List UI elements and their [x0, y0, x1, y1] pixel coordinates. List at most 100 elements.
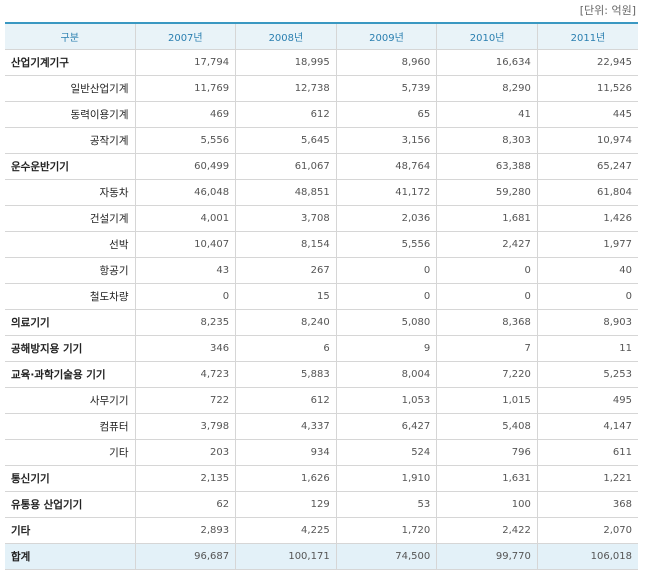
table-row: 교육·과학기술용 기기 4,723 5,883 8,004 7,220 5,253 [5, 361, 638, 388]
value-cell: 3,798 [135, 413, 237, 440]
value-cell: 129 [235, 491, 337, 518]
value-cell: 495 [537, 387, 638, 414]
value-cell: 8,303 [436, 127, 538, 154]
value-cell: 8,004 [336, 361, 438, 388]
value-cell: 796 [436, 439, 538, 466]
value-cell: 4,337 [235, 413, 337, 440]
value-cell: 106,018 [537, 543, 638, 570]
value-cell: 1,426 [537, 205, 638, 232]
value-cell: 1,626 [235, 465, 337, 492]
value-cell: 100 [436, 491, 538, 518]
value-cell: 5,408 [436, 413, 538, 440]
value-cell: 1,681 [436, 205, 538, 232]
value-cell: 1,221 [537, 465, 638, 492]
row-label: 자동차 [5, 179, 136, 206]
value-cell: 8,154 [235, 231, 337, 258]
value-cell: 6 [235, 335, 337, 362]
value-cell: 1,631 [436, 465, 538, 492]
table-row: 통신기기 2,135 1,626 1,910 1,631 1,221 [5, 465, 638, 492]
value-cell: 53 [336, 491, 438, 518]
value-cell: 99,770 [436, 543, 538, 570]
value-cell: 96,687 [135, 543, 237, 570]
value-cell: 41,172 [336, 179, 438, 206]
value-cell: 8,235 [135, 309, 237, 336]
value-cell: 8,960 [336, 49, 438, 76]
table-row: 자동차 46,048 48,851 41,172 59,280 61,804 [5, 179, 638, 206]
table-row: 기타 2,893 4,225 1,720 2,422 2,070 [5, 517, 638, 544]
row-label: 항공기 [5, 257, 136, 284]
value-cell: 61,804 [537, 179, 638, 206]
row-label: 교육·과학기술용 기기 [5, 361, 136, 388]
row-label: 건설기계 [5, 205, 136, 232]
value-cell: 1,015 [436, 387, 538, 414]
value-cell: 524 [336, 439, 438, 466]
value-cell: 4,225 [235, 517, 337, 544]
value-cell: 2,427 [436, 231, 538, 258]
table-row: 철도차량 0 15 0 0 0 [5, 283, 638, 310]
value-cell: 74,500 [336, 543, 438, 570]
value-cell: 5,556 [336, 231, 438, 258]
header-category: 구분 [5, 23, 136, 50]
value-cell: 3,156 [336, 127, 438, 154]
unit-label: [단위: 억원] [579, 4, 636, 17]
value-cell: 41 [436, 101, 538, 128]
value-cell: 1,910 [336, 465, 438, 492]
value-cell: 445 [537, 101, 638, 128]
value-cell: 1,977 [537, 231, 638, 258]
value-cell: 6,427 [336, 413, 438, 440]
header-year: 2009년 [336, 23, 438, 50]
value-cell: 4,723 [135, 361, 237, 388]
value-cell: 8,290 [436, 75, 538, 102]
row-label: 의료기기 [5, 309, 136, 336]
value-cell: 0 [436, 257, 538, 284]
value-cell: 63,388 [436, 153, 538, 180]
table-row: 공해방지용 기기 346 6 9 7 11 [5, 335, 638, 362]
value-cell: 100,171 [235, 543, 337, 570]
value-cell: 611 [537, 439, 638, 466]
value-cell: 11,526 [537, 75, 638, 102]
value-cell: 5,253 [537, 361, 638, 388]
value-cell: 0 [336, 283, 438, 310]
value-cell: 8,368 [436, 309, 538, 336]
table-row: 산업기계기구 17,794 18,995 8,960 16,634 22,945 [5, 49, 638, 76]
table-row: 공작기계 5,556 5,645 3,156 8,303 10,974 [5, 127, 638, 154]
row-label: 운수운반기기 [5, 153, 136, 180]
value-cell: 203 [135, 439, 237, 466]
value-cell: 5,556 [135, 127, 237, 154]
table-row: 기타 203 934 524 796 611 [5, 439, 638, 466]
value-cell: 10,974 [537, 127, 638, 154]
value-cell: 2,893 [135, 517, 237, 544]
value-cell: 7 [436, 335, 538, 362]
table-row: 유통용 산업기기 62 129 53 100 368 [5, 491, 638, 518]
value-cell: 43 [135, 257, 237, 284]
header-year: 2007년 [135, 23, 237, 50]
value-cell: 17,794 [135, 49, 237, 76]
table-row: 선박 10,407 8,154 5,556 2,427 1,977 [5, 231, 638, 258]
value-cell: 18,995 [235, 49, 337, 76]
value-cell: 9 [336, 335, 438, 362]
data-table: 구분 2007년 2008년 2009년 2010년 2011년 산업기계기구 1… [5, 22, 638, 570]
value-cell: 10,407 [135, 231, 237, 258]
table-row: 의료기기 8,235 8,240 5,080 8,368 8,903 [5, 309, 638, 336]
value-cell: 2,070 [537, 517, 638, 544]
value-cell: 7,220 [436, 361, 538, 388]
value-cell: 65,247 [537, 153, 638, 180]
value-cell: 612 [235, 387, 337, 414]
value-cell: 4,001 [135, 205, 237, 232]
value-cell: 60,499 [135, 153, 237, 180]
value-cell: 0 [336, 257, 438, 284]
row-label: 유통용 산업기기 [5, 491, 136, 518]
value-cell: 5,739 [336, 75, 438, 102]
header-year: 2011년 [537, 23, 638, 50]
value-cell: 5,080 [336, 309, 438, 336]
value-cell: 59,280 [436, 179, 538, 206]
row-label: 산업기계기구 [5, 49, 136, 76]
row-label: 합계 [5, 543, 136, 570]
value-cell: 722 [135, 387, 237, 414]
value-cell: 934 [235, 439, 337, 466]
value-cell: 16,634 [436, 49, 538, 76]
value-cell: 5,645 [235, 127, 337, 154]
value-cell: 11 [537, 335, 638, 362]
header-year: 2010년 [436, 23, 538, 50]
table-row: 컴퓨터 3,798 4,337 6,427 5,408 4,147 [5, 413, 638, 440]
